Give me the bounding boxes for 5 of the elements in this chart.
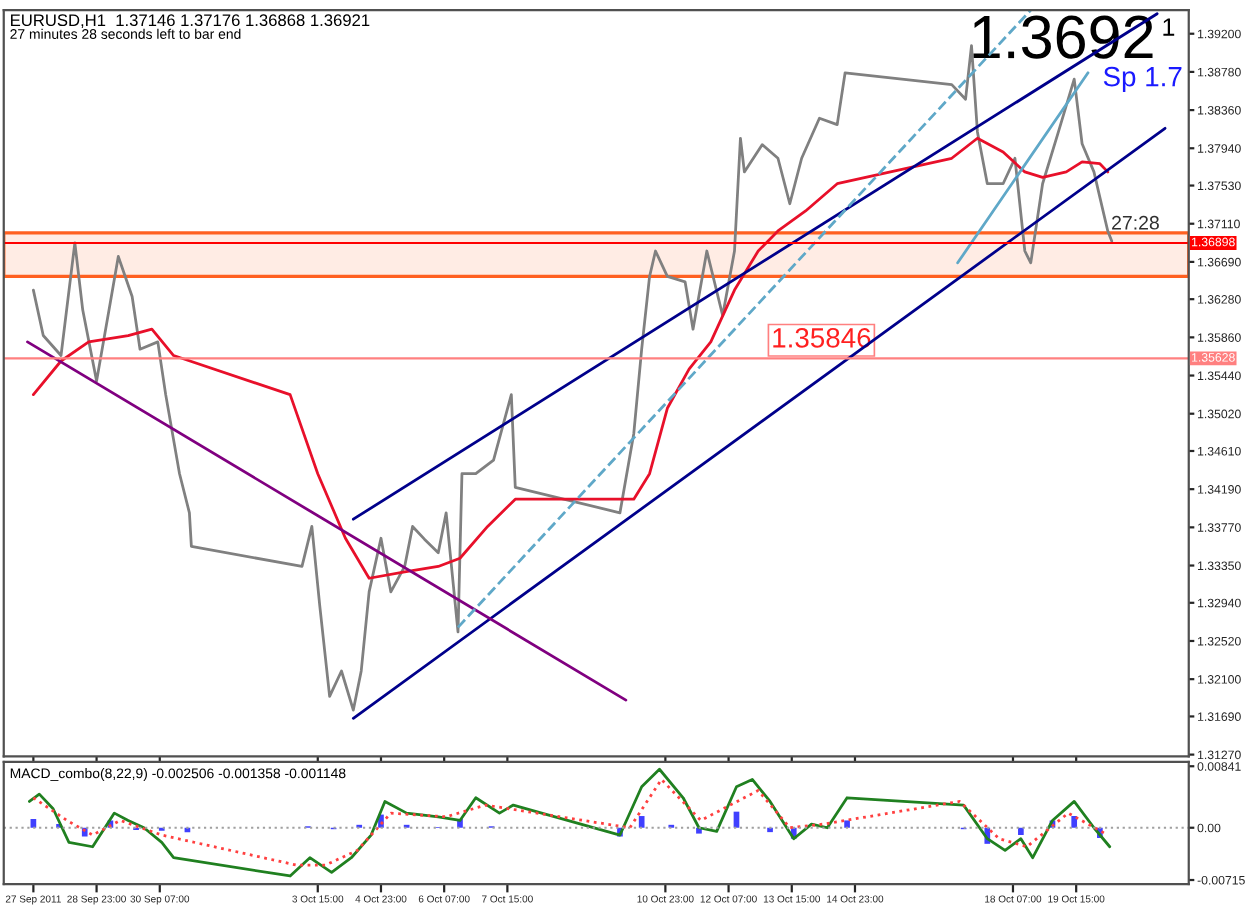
annotation: Sp 1.7 <box>1103 66 1182 92</box>
annotation: 27:28 <box>1112 215 1159 230</box>
annotation: 1.35846 <box>773 328 871 348</box>
annotation: 1 <box>1163 18 1175 36</box>
annotation: EURUSD,H1 1.37146 1.37176 1.36868 1.36921 <box>11 14 370 29</box>
